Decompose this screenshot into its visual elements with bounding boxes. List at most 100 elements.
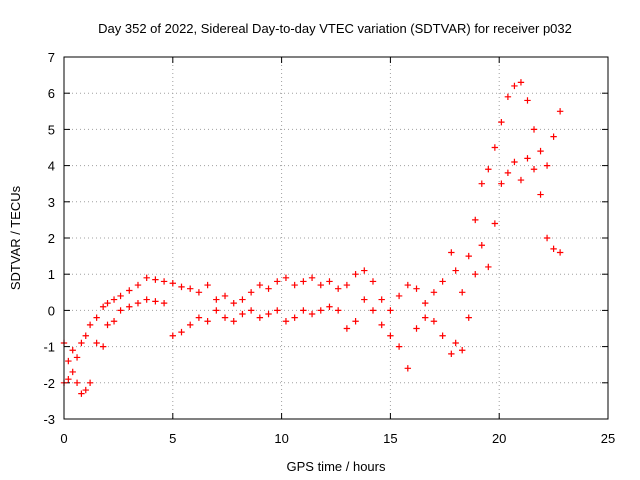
data-point — [387, 307, 394, 314]
data-point — [422, 314, 429, 321]
data-point — [343, 281, 351, 289]
data-point — [93, 314, 100, 321]
data-point — [465, 314, 472, 321]
series-p032-lower-trace — [60, 155, 564, 397]
data-point — [93, 339, 100, 347]
data-point — [352, 318, 359, 325]
data-point — [126, 303, 133, 310]
data-point — [326, 303, 333, 310]
data-point — [86, 379, 94, 386]
data-point — [247, 307, 255, 314]
data-point — [478, 180, 485, 187]
data-point — [537, 147, 544, 155]
data-point — [530, 166, 538, 173]
x-axis-label: GPS time / hours — [287, 459, 386, 474]
data-point — [134, 299, 142, 307]
data-point — [204, 281, 211, 289]
data-point — [291, 314, 298, 321]
data-point — [430, 289, 438, 296]
data-point — [517, 79, 525, 86]
data-point — [465, 252, 472, 260]
data-point — [291, 281, 298, 289]
data-point — [73, 379, 81, 386]
data-point — [143, 274, 150, 282]
data-point — [543, 162, 551, 169]
plot-frame — [63, 56, 609, 420]
data-point — [195, 314, 203, 321]
data-point — [134, 281, 142, 289]
data-point — [239, 296, 246, 303]
x-tick-label: 0 — [60, 431, 67, 446]
data-point — [317, 307, 324, 314]
data-points — [60, 79, 564, 397]
x-tick-label: 10 — [274, 431, 288, 446]
data-point — [82, 332, 89, 339]
y-tick-label: -2 — [43, 376, 55, 391]
y-tick-label: 7 — [48, 50, 55, 65]
data-point — [265, 285, 272, 292]
data-point — [300, 307, 307, 314]
data-point — [221, 314, 229, 321]
data-point — [485, 263, 492, 271]
data-point — [195, 289, 203, 296]
data-point — [430, 318, 438, 325]
data-point — [204, 318, 211, 325]
y-tick-label: 1 — [48, 267, 55, 282]
data-point — [395, 343, 403, 350]
data-point — [439, 332, 446, 339]
data-point — [511, 158, 518, 166]
data-point — [213, 307, 220, 314]
data-point — [117, 292, 124, 300]
data-point — [537, 191, 544, 198]
data-point — [230, 318, 237, 325]
data-point — [78, 390, 85, 397]
data-point — [178, 283, 185, 291]
data-point — [448, 249, 455, 256]
data-point — [352, 271, 359, 278]
data-point — [160, 299, 168, 307]
data-point — [459, 347, 466, 354]
data-point — [308, 274, 316, 282]
data-point — [361, 296, 368, 303]
data-point — [152, 298, 159, 305]
data-point — [99, 303, 107, 310]
data-point — [187, 321, 194, 329]
data-point — [126, 287, 133, 294]
data-point — [550, 133, 557, 140]
data-point — [169, 280, 176, 287]
data-point — [478, 242, 485, 249]
data-point — [274, 307, 281, 314]
x-tick-label: 20 — [492, 431, 506, 446]
data-point — [65, 375, 72, 383]
data-point — [452, 267, 459, 274]
data-point — [543, 234, 551, 242]
data-point — [308, 310, 316, 318]
data-point — [404, 365, 412, 372]
data-point — [504, 93, 512, 101]
x-tick-label: 25 — [601, 431, 615, 446]
y-tick-label: -3 — [43, 412, 55, 427]
data-point — [169, 332, 176, 339]
data-point — [472, 271, 479, 278]
y-tick-label: 2 — [48, 231, 55, 246]
data-point — [213, 296, 220, 303]
data-point — [517, 176, 525, 184]
data-point — [104, 321, 111, 329]
data-point — [334, 307, 342, 314]
data-point — [110, 318, 118, 325]
data-point — [498, 180, 505, 187]
data-point — [117, 307, 124, 314]
y-tick-label: 0 — [48, 303, 55, 318]
chart-title: Day 352 of 2022, Sidereal Day-to-day VTE… — [98, 21, 572, 36]
data-point — [550, 245, 557, 253]
data-point — [178, 328, 185, 336]
data-point — [452, 339, 459, 347]
data-point — [221, 292, 229, 300]
y-tick-label: 4 — [48, 159, 55, 174]
data-point — [524, 155, 531, 162]
data-point — [485, 166, 492, 173]
data-point — [65, 357, 72, 365]
data-point — [104, 299, 111, 307]
y-axis-label: SDTVAR / TECUs — [8, 185, 23, 290]
